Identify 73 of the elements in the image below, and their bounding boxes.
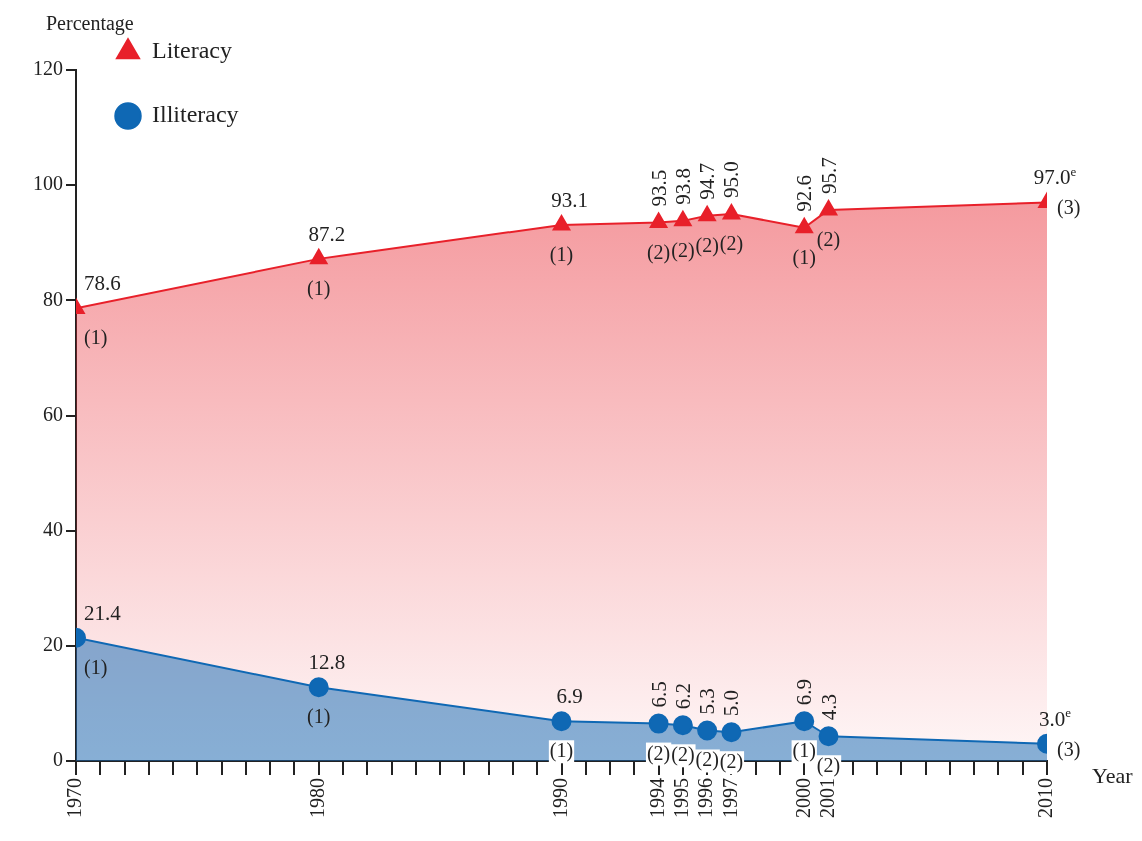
annotation: (1) [84,655,108,679]
point [819,199,838,216]
y-tick-label: 20 [43,633,63,656]
x-tick-label: 1970 [63,778,86,818]
annotation: (3) [1057,196,1081,220]
x-tick-label: 1997 [718,778,741,818]
y-axis-title: Percentage [46,12,134,35]
point [672,715,693,736]
data-label: 87.2 [308,221,346,246]
x-tick-label: 2000 [791,778,814,818]
data-label: 4.3 [816,693,841,721]
point [795,217,814,234]
annotation: (2) [671,238,695,262]
x-tick-label: 2001 [815,778,838,818]
annotation: (2) [646,741,671,765]
annotation: (1) [307,705,331,729]
data-label: 94.7 [695,162,720,200]
data-label: 6.2 [670,683,695,710]
y-tick-label: 40 [43,517,63,540]
annotation: (2) [719,231,744,255]
data-label: 95.0 [719,161,744,198]
annotation: (1) [84,326,108,350]
data-label: 93.1 [551,187,588,212]
point [818,726,839,747]
x-tick-label: 2010 [1034,778,1057,818]
data-label: 92.6 [792,175,817,212]
point [721,722,742,743]
data-label: 12.8 [308,650,346,675]
point [722,203,741,220]
x-tick-label: 1990 [548,778,571,818]
annotation: (1) [549,739,574,763]
data-label: 6.5 [646,681,671,708]
y-tick-label: 120 [33,57,63,80]
annotation: (1) [307,276,331,300]
x-tick-label: 1994 [645,778,668,818]
point [551,711,572,732]
y-tick-label: 60 [43,402,63,425]
data-label: 95.7 [816,157,841,194]
annotation: (2) [816,754,841,778]
x-axis-title: Year [1092,763,1134,788]
y-tick-label: 80 [43,287,63,310]
data-label: 6.9 [792,679,817,706]
annotation: (2) [646,240,671,264]
data-label: 78.6 [84,271,121,296]
y-tick-label: 0 [53,748,63,771]
annotation: (2) [719,750,744,774]
data-label: 21.4 [84,600,122,625]
annotation: (2) [695,233,719,257]
annotation: (3) [1057,737,1081,761]
point [674,210,692,227]
x-tick-label: 1996 [694,778,717,818]
data-label: 5.3 [695,688,720,715]
data-label: 5.0 [719,689,744,717]
point [698,205,716,222]
annotation: (2) [816,227,841,251]
x-tick-label: 1980 [306,778,328,818]
point [552,214,571,231]
annotation: (2) [671,743,695,767]
point [648,713,669,734]
annotation: (1) [549,242,574,266]
x-tick-label: 1995 [670,778,693,818]
legend-label: Illiteracy [152,101,239,128]
data-label: 93.8 [670,168,695,205]
annotation: (1) [792,739,816,763]
annotation: (2) [695,748,719,772]
data-label: 6.9 [556,684,583,709]
data-label: 93.5 [646,169,671,207]
point [794,711,815,732]
point [697,720,718,741]
y-tick-label: 100 [33,172,63,195]
annotation: (1) [792,245,816,269]
point [649,212,668,229]
legend-label: Literacy [152,37,232,64]
